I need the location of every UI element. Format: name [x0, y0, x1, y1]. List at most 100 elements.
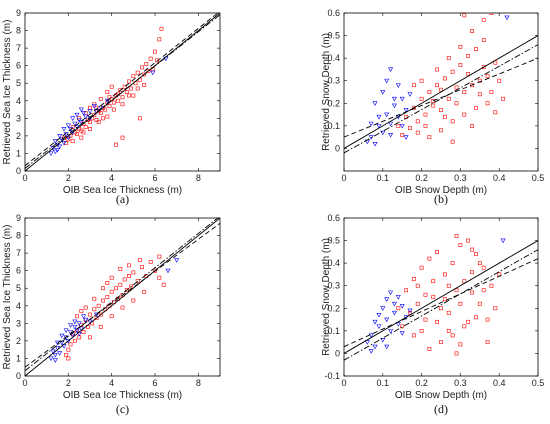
data-point-triangle [372, 142, 378, 147]
data-point-triangle [403, 135, 409, 140]
x-tick-label: 0 [341, 173, 346, 183]
x-axis-label: OIB Snow Depth (m) [395, 390, 487, 401]
data-point-triangle [78, 326, 84, 332]
y-axis-label: Retrieved Sea Ice Thickness (m) [2, 225, 13, 370]
data-point-triangle [61, 141, 67, 146]
data-point-square [458, 63, 463, 67]
data-point-square [400, 132, 405, 137]
data-point-square [127, 263, 131, 268]
y-tick-label: 1 [16, 353, 21, 363]
data-point-square [446, 328, 451, 333]
y-tick-label: 0.6 [327, 8, 340, 18]
y-tick-label: 1 [16, 148, 21, 158]
data-point-square [462, 279, 467, 284]
data-point-triangle [65, 338, 71, 344]
data-point-square [411, 83, 416, 88]
data-point-square [107, 104, 112, 108]
data-point-triangle [48, 151, 54, 157]
data-point-square [92, 307, 97, 312]
y-axis-label: Retrieved Snow Depth (m) [321, 33, 332, 151]
data-point-square [470, 290, 474, 295]
data-point-triangle [54, 346, 61, 351]
data-point-triangle [399, 123, 405, 129]
fit-line-dashdot [25, 218, 219, 372]
data-point-triangle [376, 313, 382, 318]
data-point-square [72, 338, 77, 343]
x-tick-label: 8 [196, 378, 201, 388]
data-point-triangle [80, 314, 87, 319]
x-tick-label: 0.2 [415, 378, 428, 388]
data-point-square [489, 13, 494, 15]
x-tick-label: 0 [341, 378, 346, 388]
data-point-square [159, 26, 164, 31]
y-tick-label: 0.6 [327, 213, 340, 223]
y-tick-label: 2 [16, 131, 21, 141]
data-point-square [103, 107, 108, 112]
y-tick-label: 4 [16, 301, 21, 311]
data-point-square [66, 347, 71, 352]
data-point-square [396, 123, 401, 128]
data-point-triangle [165, 268, 171, 274]
y-tick-label: 0.3 [327, 281, 340, 291]
panel-label: (b) [434, 192, 448, 206]
data-point-square [144, 62, 149, 66]
data-point-triangle [399, 304, 405, 309]
data-point-square [111, 100, 116, 105]
y-tick-label: 8 [16, 231, 21, 241]
data-point-triangle [54, 148, 61, 153]
data-point-square [462, 13, 467, 18]
data-point-square [435, 67, 440, 72]
data-point-triangle [93, 312, 100, 318]
data-point-square [142, 83, 147, 87]
data-point-square [142, 72, 147, 77]
data-point-square [423, 317, 428, 322]
data-point-triangle [48, 356, 54, 362]
data-point-square [489, 283, 494, 288]
data-point-triangle [399, 331, 405, 336]
data-point-square [481, 265, 486, 270]
y-tick-label: 7 [16, 248, 21, 258]
data-point-square [408, 310, 412, 315]
data-point-square [396, 306, 401, 311]
data-point-square [131, 93, 136, 98]
x-tick-label: 4 [109, 378, 114, 388]
fit-line-dashed [25, 222, 220, 368]
data-point-square [81, 330, 86, 335]
data-point-square [88, 105, 92, 110]
data-point-square [101, 298, 105, 303]
y-tick-label: 5 [16, 283, 21, 293]
x-tick-label: 0 [22, 173, 27, 183]
panel-b: 0 0.1 0.2 0.3 0.4 0.5 0 0.1 0.2 0.3 0.4 0.5 0.6 OIB S… [321, 8, 544, 206]
data-point-square [109, 275, 114, 280]
data-point-square [400, 324, 405, 329]
data-point-square [458, 44, 463, 49]
data-point-triangle [57, 351, 63, 356]
data-point-square [431, 295, 436, 299]
data-point-square [155, 58, 160, 63]
data-point-triangle [57, 144, 63, 150]
data-point-square [92, 296, 97, 301]
data-point-square [98, 312, 103, 317]
data-point-square [120, 135, 125, 140]
fit-line-dashdot [344, 44, 538, 154]
data-point-triangle [391, 310, 397, 316]
data-point-triangle [150, 70, 156, 76]
fit-line-dashdot [25, 14, 220, 169]
data-point-triangle [384, 112, 390, 118]
data-point-triangle [52, 353, 58, 358]
y-tick-label: 0.2 [327, 98, 340, 108]
data-point-square [101, 116, 105, 121]
data-point-square [153, 268, 157, 273]
data-point-triangle [384, 297, 390, 302]
data-point-square [493, 110, 498, 115]
data-point-triangle [72, 324, 78, 330]
data-point-square [466, 238, 471, 243]
y-tick-label: 5 [16, 78, 21, 88]
data-point-square [470, 123, 474, 128]
data-point-square [481, 65, 486, 70]
x-tick-label: 8 [196, 173, 201, 183]
data-point-square [485, 101, 490, 106]
data-point-triangle [399, 96, 405, 102]
data-point-square [415, 119, 420, 124]
data-point-square [404, 288, 408, 293]
